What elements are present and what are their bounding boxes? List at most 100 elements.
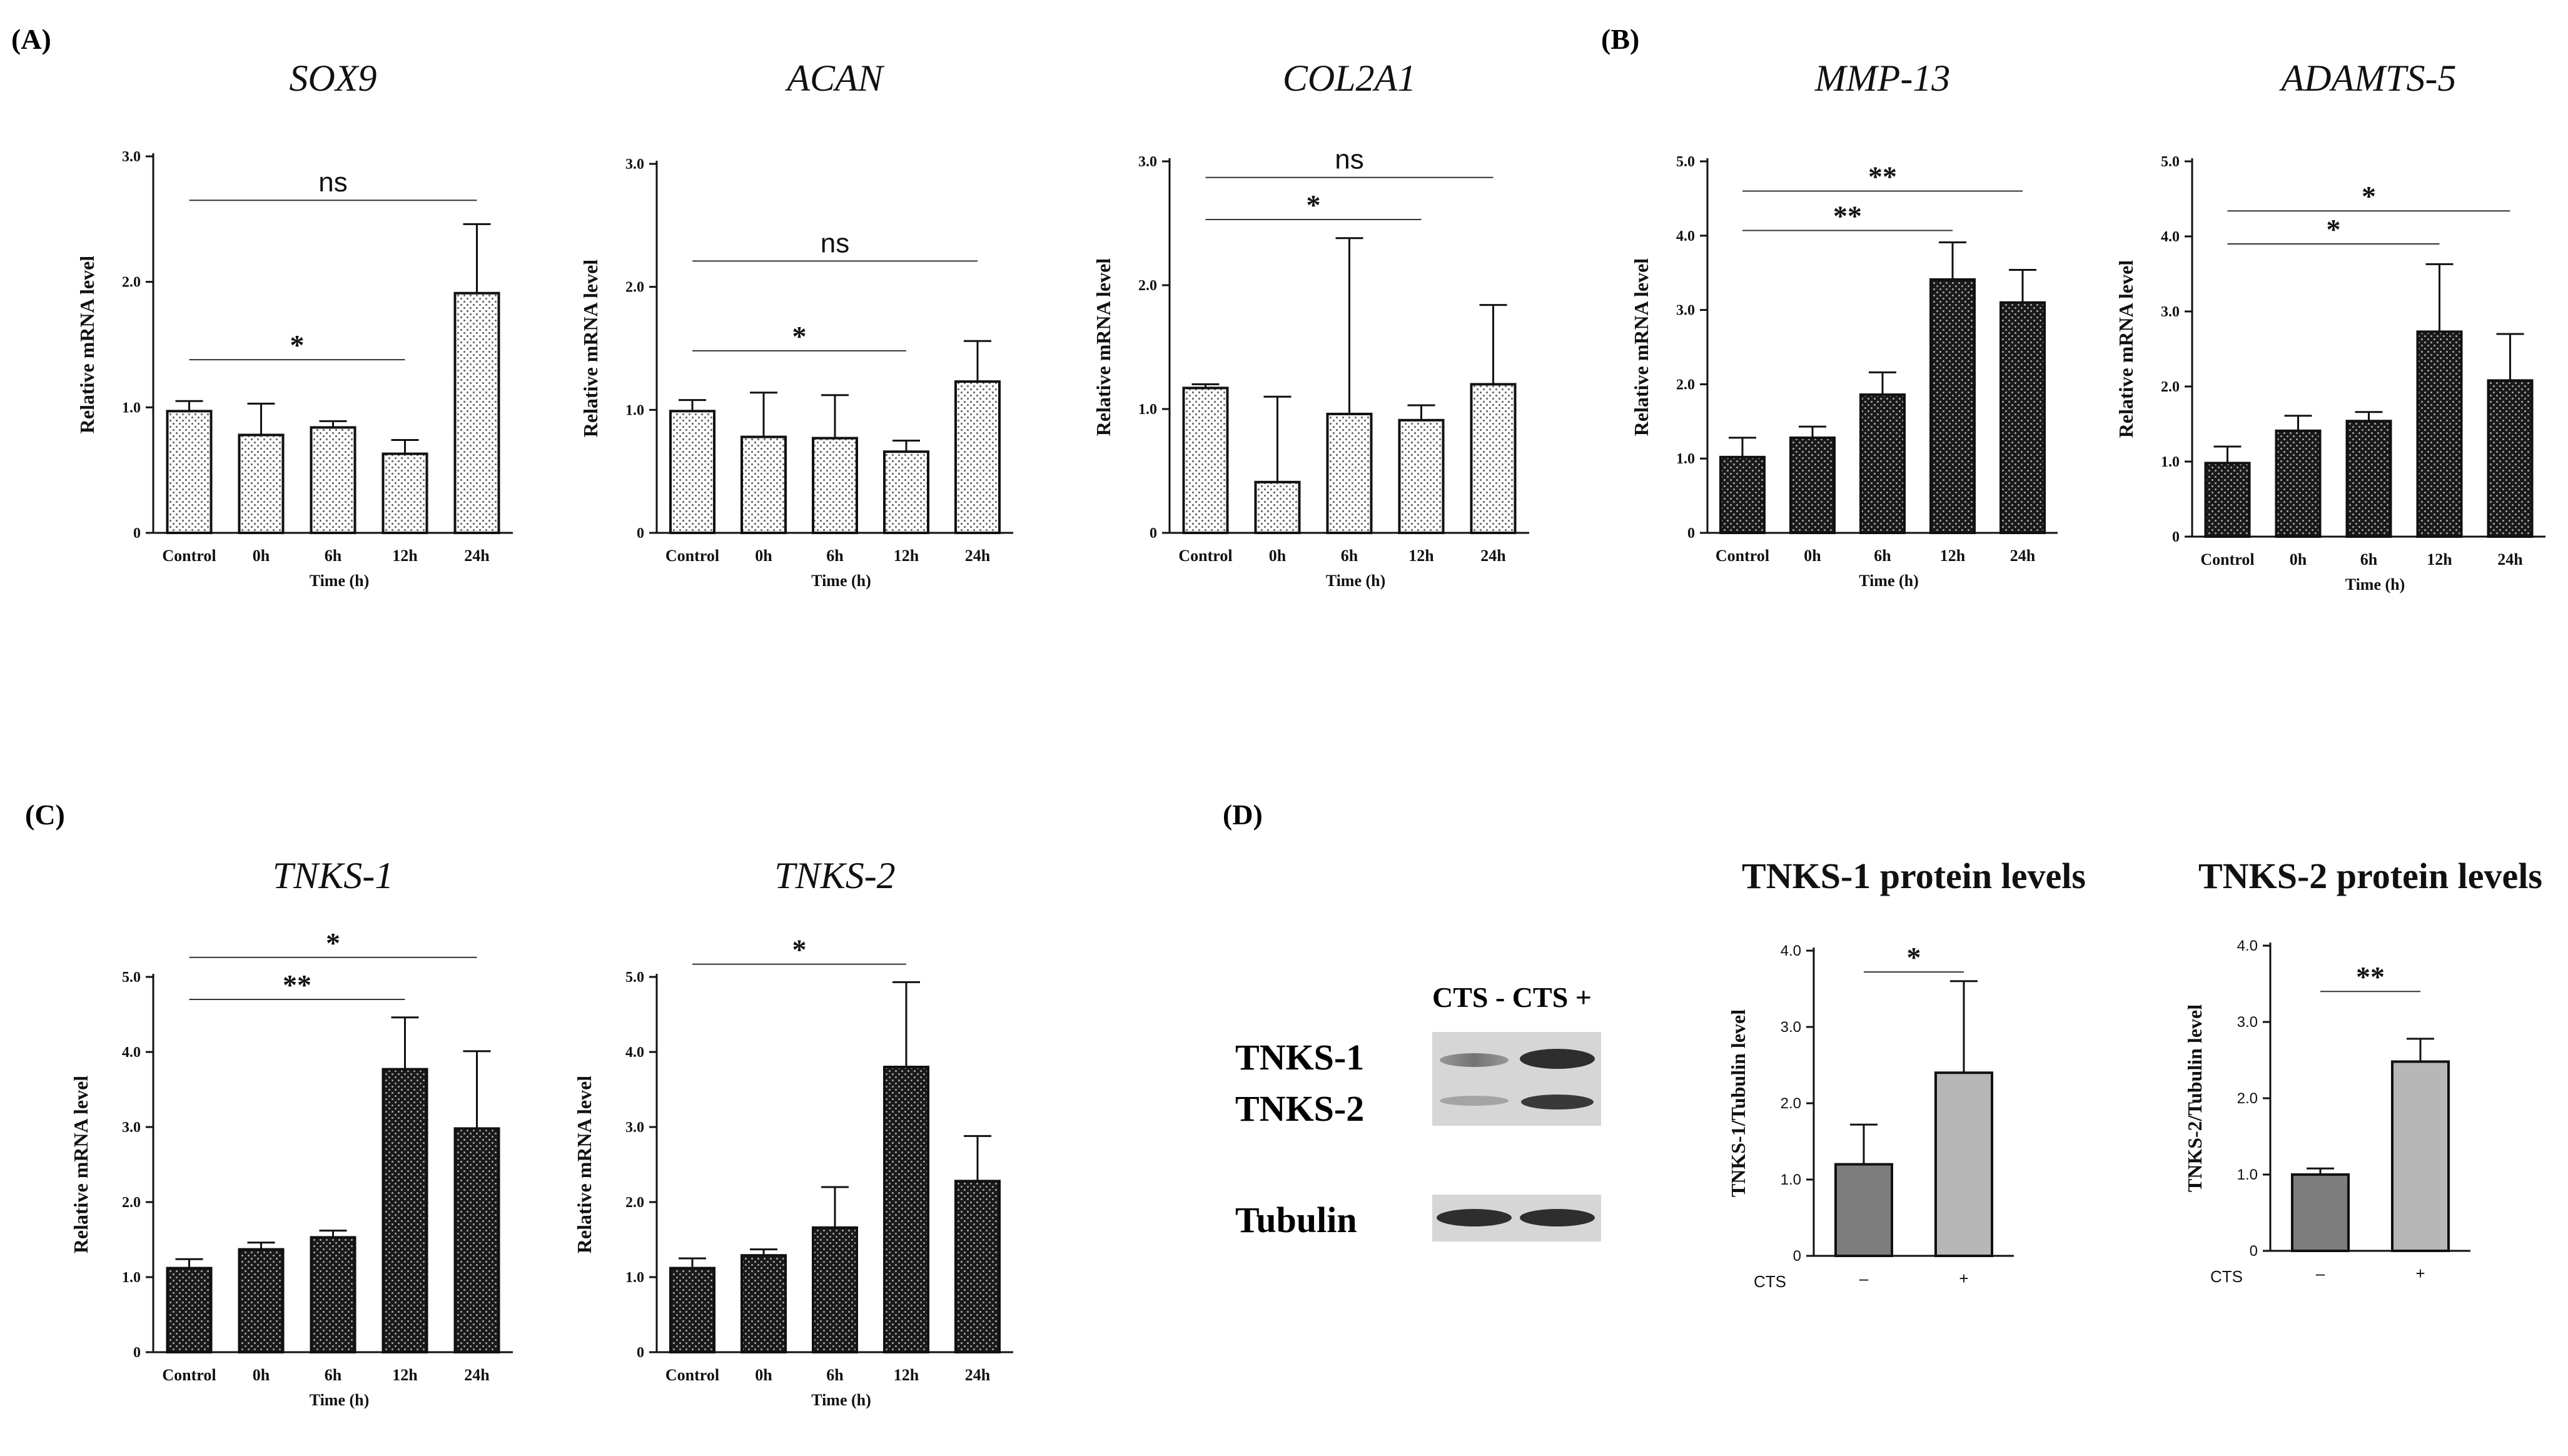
y-tick-label: 0 — [1150, 525, 1157, 542]
x-tick-label: 12h — [392, 1366, 418, 1384]
bar-12h — [2416, 330, 2463, 538]
chart-title: TNKS-1 protein levels — [1742, 856, 2086, 896]
chart-tnks1-protein: TNKS-1 protein levels 0 1.0 2.0 3.0 4.0 TNKS-1… — [1727, 856, 2086, 1291]
chart-col2a1: COL2A1 0 1.0 2.0 3.0 Relative mRNA level Contr… — [1092, 58, 1529, 590]
blot-lane-header: CTS - CTS + — [1432, 981, 1592, 1013]
blot-band-tnks1-cts-plus — [1520, 1049, 1595, 1069]
y-tick-label: 1.0 — [1676, 451, 1695, 467]
y-tick-label: 2.0 — [2237, 1090, 2258, 1107]
y-tick-label: 1.0 — [625, 402, 644, 418]
x-tick-label: 0h — [2290, 550, 2307, 569]
bar-Control — [2204, 462, 2251, 538]
bar-+ — [1934, 1071, 1993, 1257]
bar-0h — [1254, 480, 1301, 535]
bar-6h — [2345, 420, 2392, 538]
bar-12h — [1929, 278, 1976, 534]
chart-adamts5: ADAMTS-5 0 1.0 2.0 3.0 4.0 5.0 Relative mRNA le… — [2115, 58, 2545, 594]
blot-band-tnks2-cts-plus — [1521, 1095, 1594, 1110]
x-tick-label: 0h — [253, 547, 270, 565]
bar-6h — [812, 437, 858, 534]
y-axis-label: Relative mRNA level — [69, 1076, 92, 1253]
y-tick-label: 0 — [2172, 529, 2180, 545]
panel-label-c: (C) — [25, 799, 65, 831]
x-tick-label: Control — [1716, 547, 1769, 565]
significance-label: ** — [2356, 961, 2385, 993]
x-tick-label: 6h — [1341, 547, 1358, 565]
y-tick-label: 0 — [2250, 1243, 2258, 1260]
significance-label: ns — [1335, 144, 1363, 175]
y-axis-label: Relative mRNA level — [1630, 258, 1652, 436]
x-axis-label: Time (h) — [310, 572, 370, 590]
x-tick-label: 12h — [1940, 547, 1966, 565]
y-axis-label: TNKS-1/Tubulin level — [1727, 1009, 1749, 1197]
x-axis-label: Time (h) — [1326, 572, 1386, 590]
y-axis-label: Relative mRNA level — [1092, 258, 1115, 436]
y-tick-label: 3.0 — [625, 156, 644, 173]
x-tick-label: 6h — [325, 1366, 342, 1384]
bar-12h — [382, 1068, 428, 1353]
x-tick-label: 0h — [755, 1366, 772, 1384]
x-tick-label: + — [2415, 1264, 2425, 1283]
significance-label: * — [326, 927, 340, 959]
x-tick-label: – — [1859, 1269, 1869, 1288]
bar-0h — [238, 1248, 285, 1353]
chart-tnks1-mrna: TNKS-1 0 1.0 2.0 3.0 4.0 5.0 Relative mRNA leve… — [69, 855, 513, 1409]
y-tick-label: 1.0 — [625, 1270, 644, 1286]
y-tick-label: 3.0 — [2161, 304, 2180, 320]
y-tick-label: 2.0 — [625, 1195, 644, 1211]
y-axis-label: Relative mRNA level — [573, 1076, 595, 1253]
y-tick-label: 0 — [1793, 1248, 1801, 1265]
x-tick-label: 6h — [826, 1366, 844, 1384]
x-tick-label: 24h — [965, 547, 991, 565]
y-axis-label: Relative mRNA level — [579, 260, 602, 437]
bar-Control — [669, 410, 715, 534]
y-tick-label: 0 — [637, 1345, 644, 1361]
significance-label: * — [1907, 941, 1921, 973]
significance-label: ** — [283, 969, 311, 1001]
x-axis-label: Time (h) — [2345, 575, 2405, 594]
bar-Control — [1182, 387, 1229, 535]
y-tick-label: 1.0 — [1138, 402, 1157, 418]
panel-label-b: (B) — [1601, 23, 1639, 55]
significance-label: ** — [1868, 161, 1897, 193]
significance-label: * — [792, 934, 807, 966]
bar-Control — [669, 1266, 715, 1353]
x-tick-label: 12h — [392, 547, 418, 565]
x-tick-label: 24h — [2010, 547, 2036, 565]
y-tick-label: 0 — [1687, 525, 1695, 542]
y-tick-label: 3.0 — [122, 1120, 141, 1136]
y-tick-label: 2.0 — [1781, 1095, 1801, 1112]
bar-12h — [883, 450, 929, 535]
x-axis-label: Time (h) — [310, 1391, 370, 1409]
y-tick-label: 2.0 — [625, 280, 644, 296]
x-tick-label: 6h — [826, 547, 844, 565]
x-tick-label: 12h — [894, 1366, 919, 1384]
y-tick-label: 3.0 — [1676, 303, 1695, 319]
x-axis-label: Time (h) — [811, 572, 871, 590]
x-axis-label: CTS — [2210, 1267, 2243, 1286]
chart-tnks2-protein: TNKS-2 protein levels 0 1.0 2.0 3.0 4.0 TNKS-2… — [2183, 856, 2542, 1286]
x-axis-label: Time (h) — [811, 1391, 871, 1409]
x-tick-label: Control — [2200, 550, 2254, 569]
x-tick-label: – — [2316, 1264, 2325, 1283]
chart-title: ADAMTS-5 — [2279, 58, 2457, 99]
y-tick-label: 2.0 — [122, 275, 141, 291]
x-tick-label: 24h — [2497, 550, 2523, 569]
bar-24h — [453, 1127, 500, 1354]
bar-6h — [310, 1236, 356, 1354]
x-tick-label: 24h — [464, 1366, 490, 1384]
y-tick-label: 4.0 — [1676, 228, 1695, 245]
y-tick-label: 3.0 — [625, 1120, 644, 1136]
y-tick-label: 2.0 — [2161, 379, 2180, 395]
bar-6h — [310, 426, 356, 534]
bar-0h — [741, 435, 787, 534]
significance-label: ns — [821, 228, 849, 258]
bar-24h — [1999, 301, 2046, 534]
bar-6h — [812, 1226, 858, 1354]
y-tick-label: 2.0 — [1676, 377, 1695, 393]
bar-24h — [453, 291, 500, 534]
x-tick-label: 24h — [464, 547, 490, 565]
y-tick-label: 5.0 — [2161, 154, 2180, 170]
significance-label: ** — [1833, 200, 1862, 231]
blot-label-tnks2: TNKS-2 — [1235, 1088, 1364, 1129]
